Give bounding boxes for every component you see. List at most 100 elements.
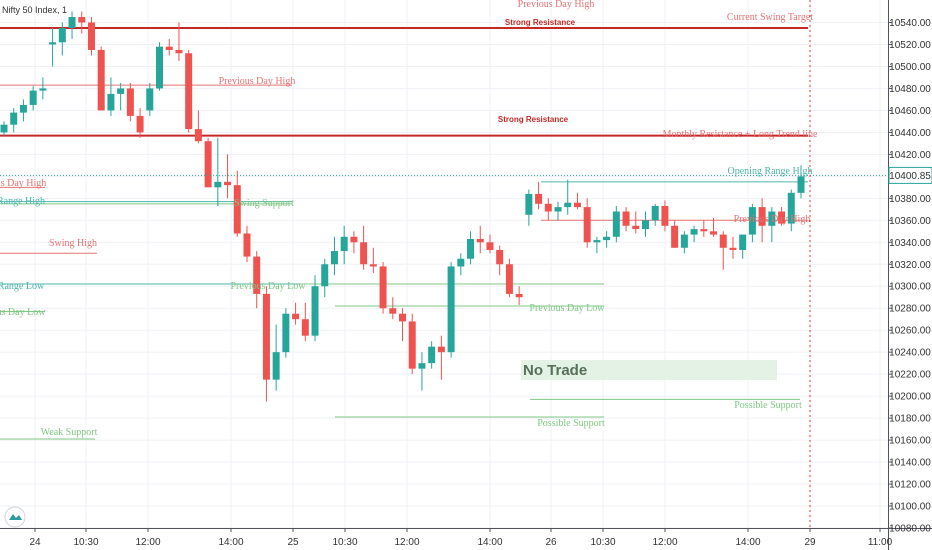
candle-body (243, 233, 251, 257)
price-tick-label: 10380.00 (889, 194, 931, 205)
tradingview-logo-icon[interactable] (4, 506, 26, 528)
candle-body (311, 286, 319, 336)
candle (797, 165, 805, 199)
level-label: Strong Resistance (505, 18, 576, 27)
candle-body (797, 176, 805, 193)
candle-body (321, 264, 329, 287)
candle-body (758, 207, 766, 226)
price-tick-label: 10240.00 (889, 348, 931, 359)
price-tick-label: 10100.00 (889, 502, 931, 513)
candle-body (564, 202, 572, 208)
candle-body (156, 46, 164, 89)
candle (651, 203, 659, 226)
candle-body (292, 313, 300, 320)
candle (68, 11, 76, 39)
candle (739, 234, 747, 259)
level-label: Current Swing Target (727, 12, 813, 23)
candle-body (272, 352, 280, 380)
price-tick-label: 10140.00 (889, 458, 931, 469)
candle (428, 341, 436, 369)
candle (554, 201, 562, 221)
price-tick-label: 10480.00 (889, 84, 931, 95)
candle (748, 203, 756, 243)
price-tick-label: 10320.00 (889, 260, 931, 271)
candle (243, 225, 251, 263)
candle-body (87, 22, 95, 50)
candle (710, 218, 718, 237)
candle-body (68, 16, 76, 28)
candle-body (126, 88, 134, 116)
candle-body (282, 313, 290, 353)
price-tick-label: 10500.00 (889, 62, 931, 73)
candle (97, 46, 105, 111)
time-tick-label: 14:00 (735, 537, 760, 548)
candle-body (224, 181, 232, 186)
candle (573, 192, 581, 210)
price-tick-label: 10120.00 (889, 480, 931, 491)
time-axis[interactable]: 24 10:30 12:00 14:00 25 10:30 12:00 14:00 26 10:3… (29, 528, 893, 548)
level-label: Range Low (0, 281, 45, 292)
time-tick-label: 12:00 (394, 537, 419, 548)
candle (457, 253, 465, 276)
price-axis[interactable]: 10080.00 10100.00 10120.00 10140.00 10160.00… (888, 18, 931, 535)
time-tick-label: 14:00 (477, 537, 502, 548)
candle-body (719, 234, 727, 248)
candle-body (525, 193, 533, 215)
candle (612, 206, 620, 243)
candle-body (710, 231, 718, 235)
candle (515, 286, 523, 305)
candle-body (350, 236, 358, 243)
price-tick-label: 10440.00 (889, 128, 931, 139)
candle-body (787, 192, 795, 224)
candles (0, 11, 805, 402)
candle (330, 236, 338, 276)
candle (185, 49, 193, 133)
level-label: Strong Resistance (498, 115, 569, 124)
candle-body (97, 49, 105, 111)
candle-body (19, 104, 27, 113)
candle (525, 189, 533, 226)
candle-body (505, 264, 513, 294)
candle-body (107, 93, 115, 111)
time-tick-label: 10:30 (73, 537, 98, 548)
candle (622, 207, 630, 232)
candle-body (49, 42, 57, 45)
candle (544, 198, 552, 221)
last-price-badge (888, 166, 932, 184)
candle-body (369, 264, 377, 267)
level-label: us Day High (0, 178, 46, 189)
candle-body (748, 207, 756, 235)
level-label: Possible Support (734, 400, 802, 411)
candle (87, 16, 95, 56)
level-label: Previous Day High (518, 0, 595, 10)
level-label: us Day Low (0, 307, 46, 318)
candle-body (408, 321, 416, 369)
candle-body (194, 129, 202, 142)
candle-body (632, 225, 640, 230)
candle (10, 108, 18, 133)
candle-body (39, 88, 47, 91)
candle (505, 258, 513, 298)
candle-body (457, 258, 465, 267)
candle (175, 22, 183, 61)
time-tick-label: 24 (29, 537, 41, 548)
candle-body (690, 229, 698, 235)
price-tick-label: 10300.00 (889, 282, 931, 293)
candle (603, 231, 611, 248)
candle (360, 225, 368, 270)
candle (214, 137, 222, 207)
candle-body (204, 141, 212, 188)
time-tick-label: 11:00 (868, 537, 893, 548)
symbol-title[interactable]: Nifty 50 Index, 1 (2, 5, 67, 15)
price-tick-label: 10260.00 (889, 326, 931, 337)
candle (146, 82, 154, 116)
chart-grid (0, 0, 888, 529)
price-tick-label: 10340.00 (889, 238, 931, 249)
level-label: Weak Support (41, 427, 98, 438)
candle-body (622, 211, 630, 226)
price-tick-label: 10420.00 (889, 150, 931, 161)
candle (194, 110, 202, 144)
candle-body (661, 206, 669, 226)
candle (661, 200, 669, 232)
